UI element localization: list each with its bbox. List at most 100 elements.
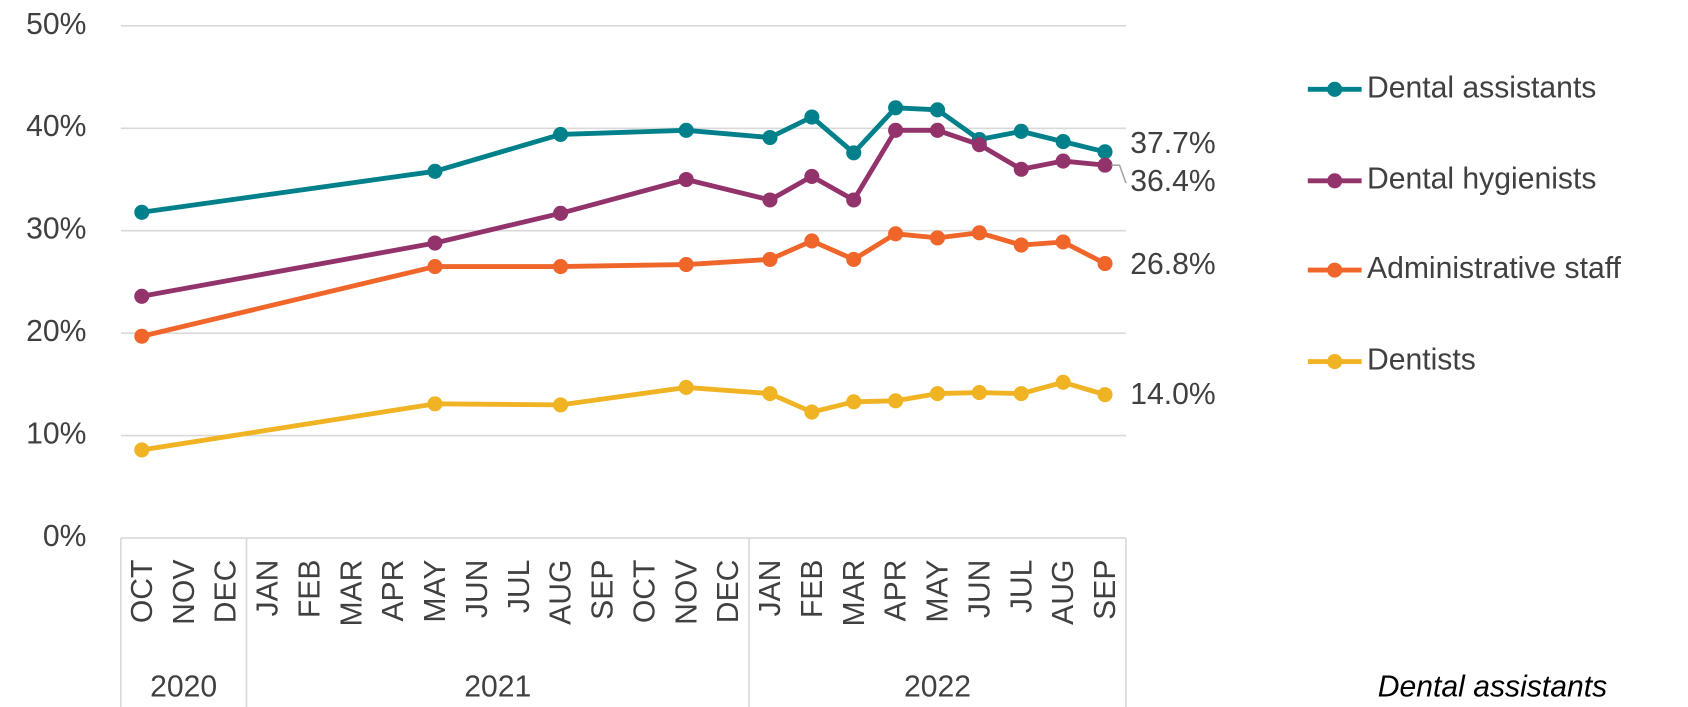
marker <box>1055 153 1071 169</box>
marker <box>888 122 904 138</box>
line-segment <box>767 114 815 140</box>
line-segment <box>767 238 815 262</box>
marker <box>762 129 778 146</box>
x-tick-label: JAN <box>252 560 285 617</box>
marker <box>971 225 987 241</box>
marker <box>804 404 820 420</box>
x-tick-label: SEP <box>1089 560 1122 620</box>
marker <box>762 386 778 402</box>
leader-line <box>1111 164 1127 184</box>
marker <box>929 230 946 246</box>
marker <box>134 328 150 344</box>
series <box>134 225 1113 344</box>
line-segment <box>683 177 773 203</box>
x-tick-label: JUL <box>503 560 536 614</box>
legend-label: Administrative staff <box>1367 252 1622 285</box>
marker <box>134 442 150 458</box>
marker <box>804 109 820 125</box>
marker <box>929 386 946 402</box>
line-segment <box>1060 239 1108 266</box>
marker <box>427 259 443 275</box>
x-tick-label: OCT <box>126 560 159 624</box>
line-segment <box>432 210 564 246</box>
marker <box>1013 161 1029 177</box>
marker <box>1097 255 1113 272</box>
marker <box>804 233 820 249</box>
line-segment <box>558 385 689 408</box>
marker <box>678 256 694 273</box>
marker <box>678 379 694 395</box>
y-tick-label: 40% <box>26 110 86 143</box>
line-segment <box>809 114 857 156</box>
line-segment <box>935 107 982 142</box>
marker <box>846 251 862 267</box>
data-label: 36.4% <box>1130 165 1215 198</box>
x-tick-label: APR <box>880 560 913 622</box>
marker <box>134 204 150 220</box>
line-segment <box>558 262 689 269</box>
x-tick-label: DEC <box>712 560 745 624</box>
y-tick-label: 0% <box>43 520 87 553</box>
x-tick-label: SEP <box>587 560 620 620</box>
marker <box>553 126 569 142</box>
x-tick-label: AUG <box>545 560 578 625</box>
line-segment <box>139 240 438 299</box>
x-tick-label: JUN <box>461 560 494 619</box>
line-segment <box>683 256 773 267</box>
marker <box>888 393 904 409</box>
x-tick-label: MAR <box>838 560 871 627</box>
marker <box>553 259 569 275</box>
series <box>134 122 1113 304</box>
marker <box>846 145 862 161</box>
group-label: 2022 <box>904 671 971 704</box>
line-segment <box>432 401 564 408</box>
legend-marker <box>1327 262 1343 278</box>
x-tick-label: DEC <box>210 560 243 624</box>
marker <box>929 122 946 138</box>
x-tick-label: JAN <box>754 560 787 617</box>
data-label: 26.8% <box>1130 248 1215 281</box>
marker <box>678 122 694 138</box>
marker <box>427 396 443 412</box>
line-segment <box>683 127 773 140</box>
marker <box>846 192 862 208</box>
legend-label: Dental hygienists <box>1367 163 1596 196</box>
legend-marker <box>1327 81 1343 97</box>
line-segment <box>139 401 438 453</box>
series <box>134 374 1113 458</box>
marker <box>846 394 862 410</box>
line-segment <box>809 238 857 262</box>
x-tick-label: APR <box>377 560 410 622</box>
line-segment <box>558 127 689 137</box>
marker <box>762 192 778 208</box>
marker <box>427 235 443 251</box>
marker <box>134 288 150 304</box>
marker <box>1055 374 1071 390</box>
line-segment <box>767 391 815 415</box>
y-tick-label: 30% <box>26 213 86 246</box>
marker <box>1013 386 1029 402</box>
y-tick-label: 50% <box>26 8 86 41</box>
marker <box>553 397 569 413</box>
marker <box>804 168 820 184</box>
marker <box>971 137 987 153</box>
marker <box>888 100 904 116</box>
marker <box>1097 144 1113 160</box>
line-segment <box>851 231 899 262</box>
marker <box>971 385 987 401</box>
marker <box>888 226 904 242</box>
line-segment <box>851 127 899 203</box>
legend-marker <box>1327 173 1343 189</box>
x-tick-label: MAY <box>922 560 955 623</box>
footnote: Dental assistants <box>1378 671 1607 704</box>
group-label: 2020 <box>150 671 217 704</box>
x-tick-label: NOV <box>670 560 703 625</box>
marker <box>427 163 443 179</box>
y-tick-label: 20% <box>26 315 86 348</box>
marker <box>762 251 778 267</box>
marker <box>678 171 694 188</box>
marker <box>1097 157 1113 173</box>
x-tick-label: MAY <box>419 560 452 623</box>
line-segment <box>851 105 899 156</box>
